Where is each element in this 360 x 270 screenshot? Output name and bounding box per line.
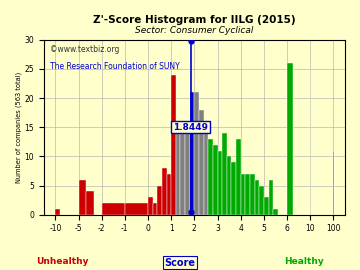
Bar bbox=[190, 92, 194, 215]
Bar bbox=[250, 174, 255, 215]
Bar bbox=[180, 133, 185, 215]
Bar bbox=[162, 168, 167, 215]
Title: Z'-Score Histogram for IILG (2015): Z'-Score Histogram for IILG (2015) bbox=[93, 15, 296, 25]
Bar bbox=[273, 209, 278, 215]
Text: Unhealthy: Unhealthy bbox=[36, 257, 89, 266]
Text: Score: Score bbox=[165, 258, 195, 268]
Bar bbox=[231, 162, 236, 215]
Bar bbox=[167, 174, 171, 215]
Bar bbox=[217, 150, 222, 215]
Bar bbox=[125, 203, 148, 215]
Bar bbox=[185, 127, 190, 215]
Bar bbox=[264, 197, 269, 215]
Bar bbox=[86, 191, 94, 215]
Bar bbox=[241, 174, 246, 215]
Bar bbox=[287, 63, 293, 215]
Bar bbox=[213, 145, 217, 215]
Bar bbox=[78, 180, 86, 215]
Bar bbox=[222, 133, 227, 215]
Text: ©www.textbiz.org: ©www.textbiz.org bbox=[50, 45, 119, 54]
Text: 1.8449: 1.8449 bbox=[173, 123, 208, 132]
Y-axis label: Number of companies (563 total): Number of companies (563 total) bbox=[15, 72, 22, 183]
Bar bbox=[208, 139, 213, 215]
Bar bbox=[227, 156, 231, 215]
Bar bbox=[269, 180, 273, 215]
Bar bbox=[255, 180, 259, 215]
Bar bbox=[157, 185, 162, 215]
Text: Healthy: Healthy bbox=[284, 257, 324, 266]
Bar bbox=[102, 203, 125, 215]
Bar bbox=[204, 133, 208, 215]
Bar bbox=[199, 110, 204, 215]
Bar bbox=[153, 203, 157, 215]
Bar bbox=[259, 185, 264, 215]
Text: The Research Foundation of SUNY: The Research Foundation of SUNY bbox=[50, 62, 180, 72]
Bar bbox=[171, 75, 176, 215]
Text: Sector: Consumer Cyclical: Sector: Consumer Cyclical bbox=[135, 26, 253, 35]
Bar bbox=[55, 209, 60, 215]
Bar bbox=[194, 92, 199, 215]
Bar bbox=[148, 197, 153, 215]
Bar bbox=[176, 127, 180, 215]
Bar bbox=[236, 139, 241, 215]
Bar bbox=[246, 174, 250, 215]
